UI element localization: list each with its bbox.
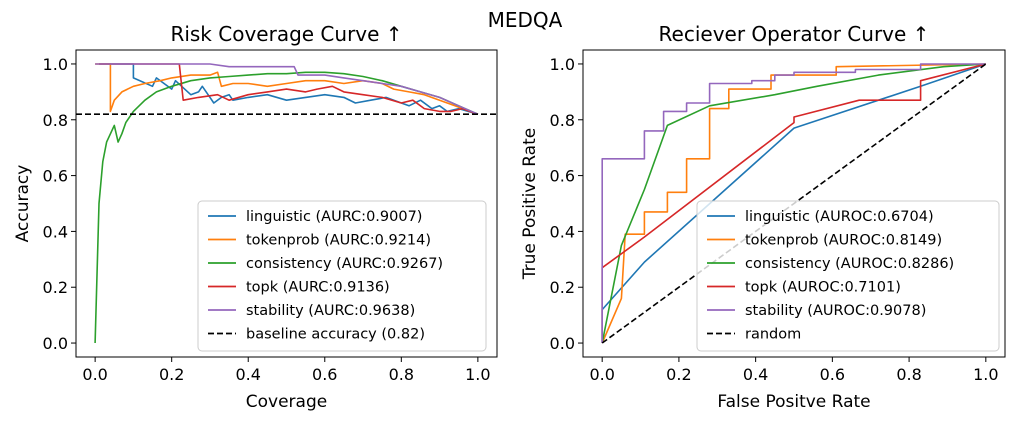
legend: linguistic (AUROC:0.6704) tokenprob (AURO…: [696, 200, 1000, 352]
legend: linguistic (AURC:0.9007) tokenprob (AURC:…: [197, 200, 487, 352]
y-tick-label: 0.2: [43, 278, 68, 297]
y-tick-label: 1.0: [43, 55, 68, 74]
legend-label: topk (AUROC:0.7101): [745, 280, 901, 296]
y-tick-label: 0.6: [43, 167, 68, 186]
chart-title: Risk Coverage Curve ↑: [170, 22, 402, 46]
legend-label: tokenprob (AURC:0.9214): [246, 233, 431, 249]
legend-label: tokenprob (AUROC:0.8149): [745, 233, 942, 249]
x-tick-label: 0.4: [236, 365, 261, 384]
legend-box: [696, 200, 1000, 352]
series-line-linguistic: [99, 63, 479, 115]
series-line-topk: [601, 63, 986, 343]
y-tick-label: 0.2: [550, 278, 575, 297]
x-tick-label: 1.0: [465, 365, 490, 384]
legend-label: linguistic (AURC:0.9007): [246, 209, 422, 225]
x-axis-label: False Positve Rate: [717, 392, 870, 412]
y-tick-label: 0.0: [550, 334, 575, 353]
y-tick-label: 0.0: [43, 334, 68, 353]
legend-label: stability (AUROC:0.9078): [745, 303, 926, 319]
legend-label: random: [745, 327, 801, 343]
x-tick-label: 0.2: [159, 365, 184, 384]
plot-frame: [75, 49, 498, 358]
x-tick-label: 0.0: [589, 365, 614, 384]
series-line-consistency: [94, 71, 479, 344]
risk-coverage-chart: 0.0 0.2 0.4 0.6 0.8 1.0 0.0 0.2 0.4 0.6 0.8 1.0 Risk…: [13, 22, 498, 412]
chart-title: Reciever Operator Curve ↑: [659, 22, 930, 46]
y-tick-label: 1.0: [550, 55, 575, 74]
x-tick-label: 0.8: [389, 365, 414, 384]
x-tick-label: 0.8: [896, 365, 921, 384]
y-tick-label: 0.4: [43, 222, 68, 241]
series-line-tokenprob: [95, 63, 479, 115]
y-tick-label: 0.8: [550, 111, 575, 130]
series-line-stability: [95, 63, 479, 115]
figure-suptitle: MEDQA: [488, 8, 563, 32]
legend-label: topk (AURC:0.9136): [246, 280, 390, 296]
x-tick-label: 1.0: [973, 365, 998, 384]
legend-label: stability (AURC:0.9638): [246, 303, 415, 319]
legend-label: consistency (AURC:0.9267): [246, 256, 443, 272]
x-tick-label: 0.6: [820, 365, 845, 384]
legend-label: consistency (AUROC:0.8286): [745, 256, 954, 272]
legend-box: [197, 200, 487, 352]
plot-frame: [582, 49, 1006, 358]
roc-chart: 0.0 0.2 0.4 0.6 0.8 1.0 0.0 0.2 0.4 0.6 0.8 1.0 Reci…: [520, 22, 1006, 412]
series-line-stability: [601, 63, 986, 343]
x-tick-label: 0.2: [666, 365, 691, 384]
x-tick-label: 0.6: [312, 365, 337, 384]
y-axis-label: True Positive Rate: [520, 128, 540, 280]
series-line-topk: [99, 63, 479, 115]
y-tick-label: 0.4: [550, 222, 575, 241]
legend-label: linguistic (AUROC:0.6704): [745, 209, 934, 225]
y-tick-label: 0.8: [43, 111, 68, 130]
legend-label: baseline accuracy (0.82): [246, 327, 425, 343]
y-tick-label: 0.6: [550, 167, 575, 186]
y-axis-label: Accuracy: [13, 165, 33, 243]
x-tick-label: 0.0: [82, 365, 107, 384]
x-tick-label: 0.4: [743, 365, 768, 384]
x-axis-label: Coverage: [246, 392, 327, 412]
series-line-consistency: [601, 63, 986, 344]
